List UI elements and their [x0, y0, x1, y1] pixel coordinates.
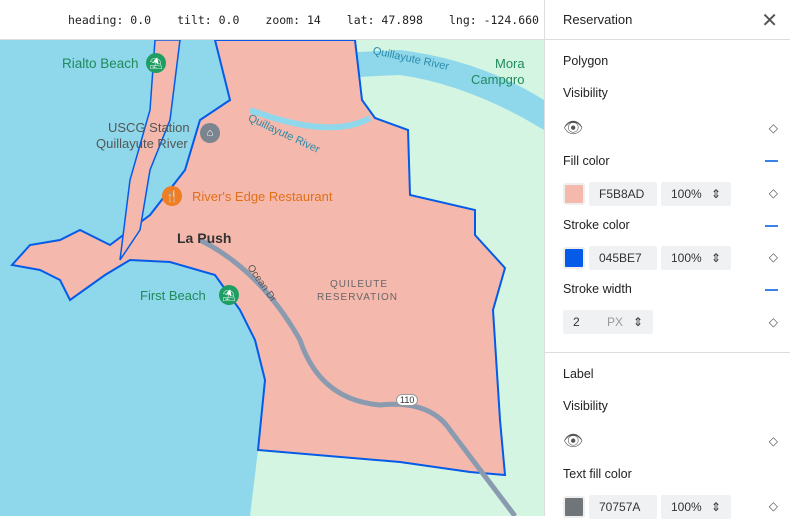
river-inner [248, 107, 372, 131]
polygon-heading: Polygon [563, 54, 609, 68]
remove-icon[interactable] [765, 289, 778, 291]
zoom-readout: zoom: 14 [265, 12, 321, 27]
stroke-opacity-stepper[interactable]: 100% ⇕ [661, 246, 731, 270]
reservation-label-1: QUILEUTE [330, 279, 389, 290]
reservation-polygon [10, 39, 507, 477]
stroke-color-label: Stroke color [563, 218, 630, 232]
mora-label-2[interactable]: Campgro [471, 72, 525, 87]
la-push-label[interactable]: La Push [177, 230, 232, 246]
stroke-swatch[interactable] [563, 247, 585, 269]
text-fill-swatch[interactable] [563, 496, 585, 518]
remove-icon[interactable] [765, 160, 778, 162]
stroke-opacity-value: 100% [671, 251, 702, 265]
fill-swatch[interactable] [563, 183, 585, 205]
diamond-icon[interactable]: ◇ [768, 315, 778, 329]
text-fill-opacity-stepper[interactable]: 100% ⇕ [661, 495, 731, 519]
diamond-icon[interactable]: ◇ [768, 121, 778, 135]
stroke-width-stepper[interactable]: 2 PX ⇕ [563, 310, 653, 334]
text-fill-hex-input[interactable]: 70757A [589, 495, 657, 519]
panel-header: Reservation [545, 0, 790, 40]
divider [545, 352, 790, 353]
stroke-width-label: Stroke width [563, 282, 632, 296]
map-canvas[interactable]: La Push Cove Rialto Beach ⛱ USCG Station… [0, 0, 544, 516]
lng-readout: lng: -124.660 [448, 12, 539, 27]
stroke-hex-input[interactable]: 045BE7 [589, 246, 657, 270]
close-icon[interactable]: ✕ [761, 10, 778, 32]
reservation-label-2: RESERVATION [317, 292, 399, 303]
stroke-width-value: 2 [573, 315, 580, 329]
panel-title: Reservation [563, 12, 633, 27]
route-shield: 110 [396, 394, 419, 406]
remove-icon[interactable] [765, 225, 778, 227]
government-icon[interactable]: ⌂ [200, 123, 220, 143]
mora-label-1[interactable]: Mora [495, 56, 525, 71]
heading-readout: heading: 0.0 [68, 12, 152, 27]
fill-opacity-value: 100% [671, 187, 702, 201]
uscg-label-1[interactable]: USCG Station [108, 120, 190, 135]
label-visibility-label: Visibility [563, 399, 608, 413]
text-fill-opacity-value: 100% [671, 500, 702, 514]
fill-color-label: Fill color [563, 154, 610, 168]
style-panel: Reservation ✕ Polygon Visibility 👁 ◇ Fil… [544, 0, 790, 519]
tilt-readout: tilt: 0.0 [177, 12, 240, 27]
rialto-beach-label[interactable]: Rialto Beach [62, 56, 139, 71]
stepper-icon[interactable]: ⇕ [710, 500, 721, 514]
label-heading: Label [563, 367, 594, 381]
restaurant-icon[interactable]: 🍴 [162, 186, 182, 206]
diamond-icon[interactable]: ◇ [768, 499, 778, 513]
polygon-visibility-label: Visibility [563, 86, 608, 100]
eye-icon[interactable]: 👁 [563, 120, 584, 137]
stepper-icon[interactable]: ⇕ [710, 251, 721, 265]
text-fill-label: Text fill color [563, 467, 632, 481]
stepper-icon[interactable]: ⇕ [710, 187, 721, 201]
unit-label: PX [606, 315, 623, 329]
uscg-label-2[interactable]: Quillayute River [96, 136, 188, 151]
stepper-icon[interactable]: ⇕ [632, 315, 643, 329]
beach-icon[interactable]: ⛱ [219, 285, 239, 305]
map-graphics [10, 39, 544, 516]
lat-readout: lat: 47.898 [346, 12, 423, 27]
beach-icon[interactable]: ⛱ [146, 53, 166, 73]
fill-hex-input[interactable]: F5B8AD [589, 182, 657, 206]
diamond-icon[interactable]: ◇ [768, 434, 778, 448]
sandspit [119, 39, 181, 261]
ocean-dr [198, 237, 517, 516]
fill-opacity-stepper[interactable]: 100% ⇕ [661, 182, 731, 206]
restaurant-label[interactable]: River's Edge Restaurant [192, 189, 333, 204]
eye-icon[interactable]: 👁 [563, 433, 584, 450]
camera-status-bar: heading: 0.0 tilt: 0.0 zoom: 14 lat: 47.… [0, 0, 544, 40]
first-beach-label[interactable]: First Beach [140, 288, 206, 303]
diamond-icon[interactable]: ◇ [768, 186, 778, 200]
diamond-icon[interactable]: ◇ [768, 250, 778, 264]
